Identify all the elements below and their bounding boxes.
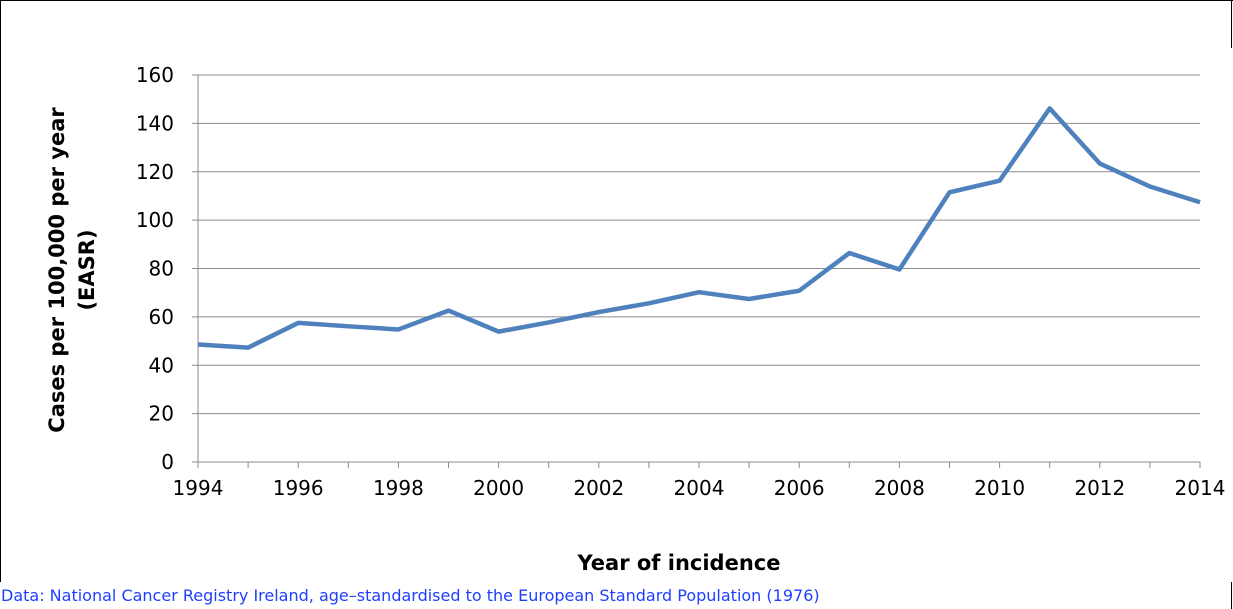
x-tick-label: 2014: [1175, 476, 1226, 500]
y-tick-label: 80: [149, 257, 174, 281]
y-tick-label: 120: [136, 160, 174, 184]
y-tick-label: 0: [161, 450, 174, 474]
y-tick-label: 140: [136, 111, 174, 135]
y-tick-label: 60: [149, 305, 174, 329]
x-tick-label: 1996: [273, 476, 324, 500]
x-tick-label: 2008: [874, 476, 925, 500]
x-tick-labels: 1994 1996 1998 2000 2002 2004 2006 2008 2010 2012…: [173, 476, 1226, 500]
x-tick-label: 2004: [674, 476, 725, 500]
y-tick-labels: 0 20 40 60 80 100 120 140 160: [136, 63, 174, 474]
x-tick-label: 2000: [473, 476, 524, 500]
gridlines: [198, 74, 1200, 415]
y-tick-label: 160: [136, 63, 174, 87]
y-axis-title: Cases per 100,000 per year (EASR): [45, 107, 99, 433]
y-axis-title-line-2: (EASR): [75, 229, 99, 310]
x-axis-title: Year of incidence: [577, 551, 781, 575]
y-tick-label: 100: [136, 208, 174, 232]
x-tick-label: 2006: [774, 476, 825, 500]
y-tick-label: 40: [149, 353, 174, 377]
source-note: Data: National Cancer Registry Ireland, …: [1, 586, 820, 605]
x-tick-label: 1998: [373, 476, 424, 500]
axes: [192, 74, 1201, 468]
x-tick-label: 2012: [1074, 476, 1125, 500]
y-tick-label: 20: [149, 402, 174, 426]
series-group: [197, 106, 1201, 350]
x-tick-label: 1994: [173, 476, 224, 500]
y-axis-title-line-1: Cases per 100,000 per year: [45, 107, 69, 433]
x-tick-label: 2010: [974, 476, 1025, 500]
series-line-0: [197, 106, 1201, 350]
x-tick-label: 2002: [573, 476, 624, 500]
